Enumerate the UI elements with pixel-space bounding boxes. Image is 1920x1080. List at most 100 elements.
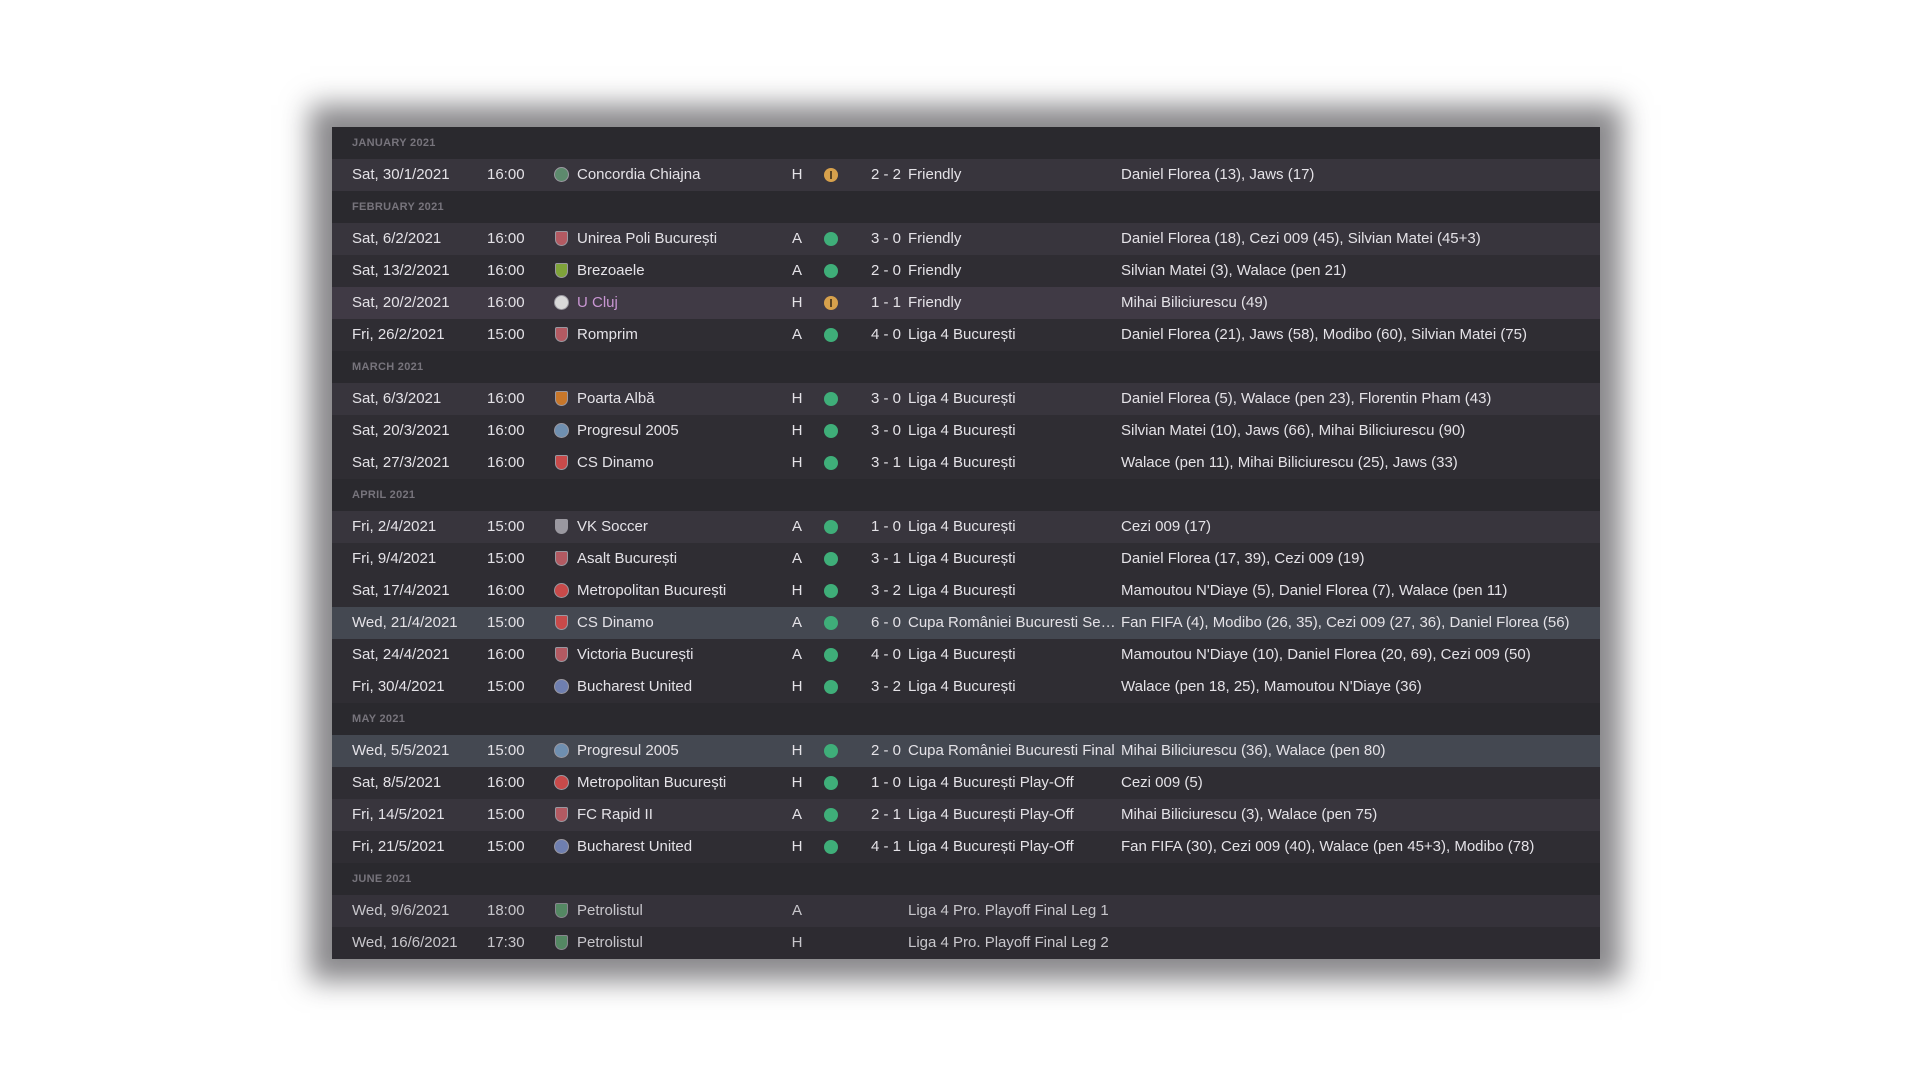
opponent-crest-cell (550, 767, 572, 799)
unirea-crest-icon (554, 231, 568, 246)
match-score[interactable]: 1 - 1 (870, 294, 901, 311)
competition-name[interactable]: Liga 4 București (908, 678, 1016, 695)
venue-indicator: A (791, 262, 802, 279)
match-score[interactable]: 3 - 2 (870, 678, 901, 695)
fixture-row[interactable]: Fri, 9/4/2021 15:00 Asalt București A 3 - 1 L… (332, 543, 1600, 575)
fixture-row[interactable]: Fri, 21/5/2021 15:00 Bucharest United H 4 - … (332, 831, 1600, 863)
opponent-name[interactable]: Victoria București (577, 646, 694, 663)
match-score[interactable]: 2 - 2 (870, 166, 901, 183)
match-score[interactable]: 3 - 1 (870, 550, 901, 567)
match-score[interactable]: 3 - 2 (870, 582, 901, 599)
competition-name[interactable]: Friendly (908, 294, 962, 311)
competition-name[interactable]: Friendly (908, 230, 962, 247)
goalscorers: Cezi 009 (17) (1121, 518, 1212, 535)
opponent-name[interactable]: Asalt București (577, 550, 678, 567)
competition-name[interactable]: Friendly (908, 262, 962, 279)
opponent-name[interactable]: Romprim (577, 326, 638, 343)
month-header: MARCH 2021 (332, 351, 1600, 383)
competition-name[interactable]: Liga 4 București (908, 550, 1016, 567)
venue-indicator: H (791, 422, 803, 439)
competition-name[interactable]: Liga 4 București Play-Off (908, 774, 1074, 791)
month-header: JANUARY 2021 (332, 127, 1600, 159)
bucharest-united-crest-icon (553, 839, 569, 854)
match-score[interactable]: 1 - 0 (870, 518, 901, 535)
opponent-name[interactable]: Brezoaele (577, 262, 645, 279)
fixture-date: Sat, 20/3/2021 (352, 422, 450, 439)
opponent-name[interactable]: CS Dinamo (577, 614, 654, 631)
opponent-name[interactable]: Petrolistul (577, 934, 643, 951)
fixture-row[interactable]: Fri, 14/5/2021 15:00 FC Rapid II A 2 - 1 Liga… (332, 799, 1600, 831)
fixture-row[interactable]: Sat, 24/4/2021 16:00 Victoria București A 4 … (332, 639, 1600, 671)
competition-name[interactable]: Liga 4 Pro. Playoff Final Leg 1 (908, 902, 1109, 919)
competition-name[interactable]: Liga 4 București (908, 390, 1016, 407)
fixture-row[interactable]: Sat, 20/2/2021 16:00 U Cluj H 1 - 1 Friendly M… (332, 287, 1600, 319)
fixture-time: 15:00 (487, 806, 525, 823)
fixture-date: Sat, 17/4/2021 (352, 582, 450, 599)
fixture-row[interactable]: Sat, 6/3/2021 16:00 Poarta Albă H 3 - 0 Liga … (332, 383, 1600, 415)
fixture-row[interactable]: Sat, 20/3/2021 16:00 Progresul 2005 H 3 - 0 L… (332, 415, 1600, 447)
fixture-row[interactable]: Sat, 27/3/2021 16:00 CS Dinamo H 3 - 1 Liga 4… (332, 447, 1600, 479)
opponent-name[interactable]: CS Dinamo (577, 454, 654, 471)
match-score[interactable]: 3 - 0 (870, 390, 901, 407)
competition-name[interactable]: Liga 4 București Play-Off (908, 838, 1074, 855)
match-score[interactable]: 2 - 0 (870, 742, 901, 759)
fixture-row[interactable]: Sat, 13/2/2021 16:00 Brezoaele A 2 - 0 Friend… (332, 255, 1600, 287)
match-score[interactable]: 4 - 0 (870, 326, 901, 343)
match-score[interactable]: 3 - 0 (870, 230, 901, 247)
opponent-name[interactable]: VK Soccer (577, 518, 648, 535)
match-score[interactable]: 1 - 0 (870, 774, 901, 791)
opponent-name[interactable]: Metropolitan București (577, 582, 727, 599)
opponent-name[interactable]: Bucharest United (577, 838, 693, 855)
fixture-row[interactable]: Wed, 9/6/2021 18:00 Petrolistul A Liga 4 Pro… (332, 895, 1600, 927)
opponent-name[interactable]: Bucharest United (577, 678, 693, 695)
match-score[interactable]: 4 - 1 (870, 838, 901, 855)
fixture-time: 16:00 (487, 454, 525, 471)
competition-name[interactable]: Cupa României Bucuresti Final (908, 742, 1115, 759)
match-score[interactable]: 2 - 0 (870, 262, 901, 279)
competition-name[interactable]: Liga 4 București (908, 422, 1016, 439)
match-score[interactable]: 2 - 1 (870, 806, 901, 823)
competition-name[interactable]: Liga 4 București (908, 454, 1016, 471)
match-score[interactable]: 4 - 0 (870, 646, 901, 663)
venue-indicator: H (791, 742, 803, 759)
fixture-row[interactable]: Wed, 16/6/2021 17:30 Petrolistul H Liga 4 Pr… (332, 927, 1600, 959)
fixture-row[interactable]: Fri, 30/4/2021 15:00 Bucharest United H 3 - … (332, 671, 1600, 703)
fixture-row[interactable]: Sat, 8/5/2021 16:00 Metropolitan București… (332, 767, 1600, 799)
opponent-name[interactable]: Unirea Poli București (577, 230, 718, 247)
competition-name[interactable]: Cupa României Bucuresti Se… (908, 614, 1116, 631)
result-indicator (824, 159, 846, 191)
opponent-name[interactable]: FC Rapid II (577, 806, 653, 823)
competition-name[interactable]: Liga 4 București (908, 646, 1016, 663)
result-indicator (824, 799, 846, 831)
opponent-name[interactable]: Progresul 2005 (577, 742, 679, 759)
competition-name[interactable]: Liga 4 București (908, 326, 1016, 343)
fixture-time: 15:00 (487, 678, 525, 695)
opponent-name[interactable]: Poarta Albă (577, 390, 655, 407)
match-score[interactable]: 3 - 0 (870, 422, 901, 439)
result-indicator (824, 287, 846, 319)
fixture-row[interactable]: Sat, 17/4/2021 16:00 Metropolitan Bucureșt… (332, 575, 1600, 607)
goalscorers: Mihai Biliciurescu (3), Walace (pen 75) (1121, 806, 1378, 823)
fixture-row[interactable]: Fri, 26/2/2021 15:00 Romprim A 4 - 0 Liga 4 B… (332, 319, 1600, 351)
fixture-row[interactable]: Wed, 5/5/2021 15:00 Progresul 2005 H 2 - 0 Cu… (332, 735, 1600, 767)
competition-name[interactable]: Liga 4 București (908, 518, 1016, 535)
venue-indicator: H (791, 390, 803, 407)
competition-name[interactable]: Liga 4 Pro. Playoff Final Leg 2 (908, 934, 1109, 951)
fixture-row[interactable]: Wed, 21/4/2021 15:00 CS Dinamo A 6 - 0 Cupa R… (332, 607, 1600, 639)
match-score[interactable]: 3 - 1 (870, 454, 901, 471)
fixture-row[interactable]: Fri, 2/4/2021 15:00 VK Soccer A 1 - 0 Liga 4 … (332, 511, 1600, 543)
fixture-row[interactable]: Sat, 6/2/2021 16:00 Unirea Poli București A… (332, 223, 1600, 255)
venue-indicator: A (791, 614, 802, 631)
competition-name[interactable]: Friendly (908, 166, 962, 183)
fixture-date: Sat, 30/1/2021 (352, 166, 450, 183)
opponent-name[interactable]: Petrolistul (577, 902, 643, 919)
competition-name[interactable]: Liga 4 București Play-Off (908, 806, 1074, 823)
opponent-crest-cell (550, 671, 572, 703)
opponent-name[interactable]: Progresul 2005 (577, 422, 679, 439)
opponent-name[interactable]: U Cluj (577, 294, 618, 311)
opponent-name[interactable]: Metropolitan București (577, 774, 727, 791)
fixture-row[interactable]: Sat, 30/1/2021 16:00 Concordia Chiajna H 2 -… (332, 159, 1600, 191)
opponent-name[interactable]: Concordia Chiajna (577, 166, 701, 183)
match-score[interactable]: 6 - 0 (870, 614, 901, 631)
competition-name[interactable]: Liga 4 București (908, 582, 1016, 599)
